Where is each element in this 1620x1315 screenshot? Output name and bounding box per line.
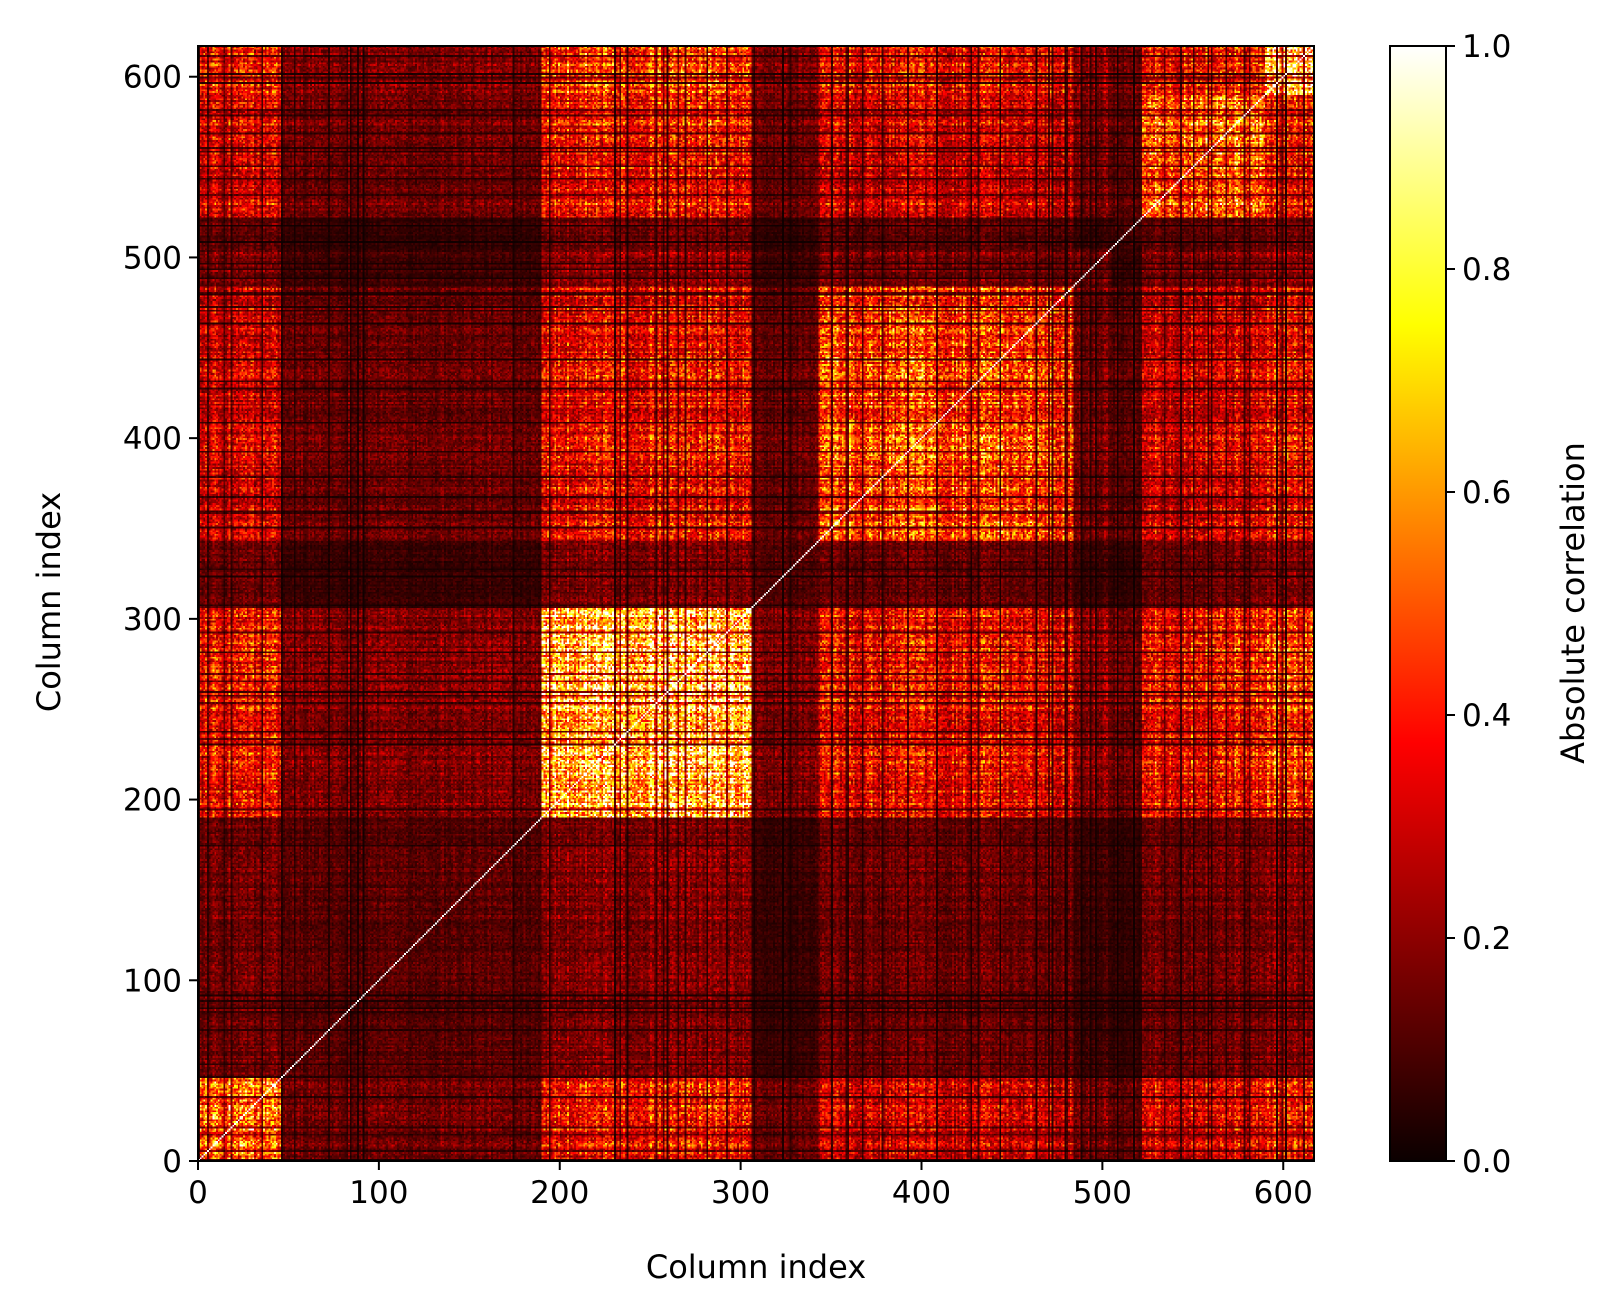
plot-frame — [197, 45, 1315, 1162]
heatmap-area — [198, 46, 1314, 1161]
colorbar-tick-label: 1.0 — [1462, 29, 1511, 65]
y-tick-label: 500 — [123, 240, 182, 276]
heatmap-canvas — [198, 46, 1314, 1161]
colorbar-tick-label: 0.0 — [1462, 1144, 1511, 1180]
x-tick-label: 200 — [530, 1175, 589, 1211]
y-tick-label: 100 — [123, 963, 182, 999]
x-tick-label: 500 — [1073, 1175, 1132, 1211]
x-tick-label: 300 — [711, 1175, 770, 1211]
colorbar-tick-label: 0.4 — [1462, 698, 1511, 734]
x-axis-label: Column index — [646, 1248, 866, 1286]
x-tick-label: 100 — [349, 1175, 408, 1211]
colorbar-tick-label: 0.8 — [1462, 252, 1511, 288]
x-tick-label: 600 — [1254, 1175, 1313, 1211]
colorbar-frame — [1389, 45, 1447, 1162]
colorbar-gradient — [1390, 46, 1446, 1161]
colorbar-ticks: 0.0 0.2 0.4 0.6 0.8 1.0 — [1446, 29, 1511, 1180]
y-axis-label: Column index — [30, 492, 68, 712]
y-tick-label: 600 — [123, 60, 182, 96]
y-axis-ticks: 0 100 200 300 400 500 600 — [123, 60, 198, 1180]
y-tick-label: 400 — [123, 421, 182, 457]
colorbar-tick-label: 0.6 — [1462, 475, 1511, 511]
x-axis-ticks: 0 100 200 300 400 500 600 — [188, 1161, 1313, 1211]
colorbar-tick-label: 0.2 — [1462, 921, 1511, 957]
y-tick-label: 300 — [123, 602, 182, 638]
y-tick-label: 200 — [123, 783, 182, 819]
x-tick-label: 400 — [892, 1175, 951, 1211]
colorbar-label: Absolute correlation — [1554, 442, 1592, 764]
y-tick-label: 0 — [162, 1144, 182, 1180]
x-tick-label: 0 — [188, 1175, 208, 1211]
